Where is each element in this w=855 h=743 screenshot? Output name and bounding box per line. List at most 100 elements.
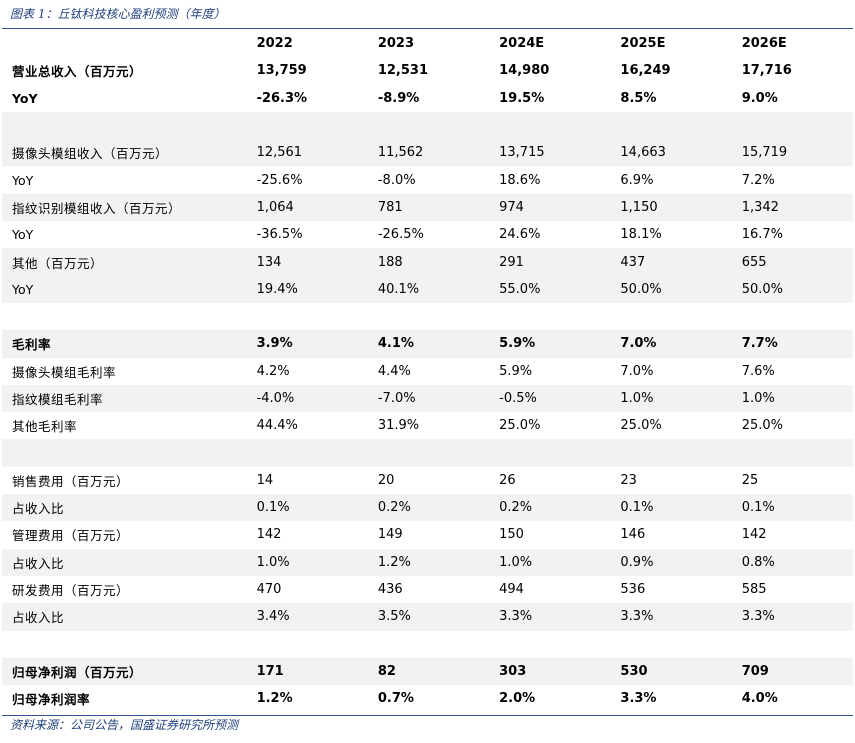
value-cell: 12,531 bbox=[377, 63, 429, 79]
table-body: 营业总收入（百万元） 13,759 12,531 14,980 16,249 17,716… bbox=[2, 57, 853, 712]
value-cell: 3.5% bbox=[367, 603, 490, 631]
value-cell: 7.0% bbox=[620, 363, 654, 379]
row-label bbox=[2, 303, 247, 330]
value-cell: 974 bbox=[489, 193, 611, 222]
value-cell: 1,064 bbox=[246, 193, 368, 222]
row-label: 营业总收入（百万元） bbox=[12, 64, 143, 80]
value-cell: 1.0% bbox=[610, 384, 732, 413]
value-cell: 530 bbox=[610, 657, 732, 686]
header-cell: 2024E bbox=[499, 36, 545, 52]
table-row: YoY 19.4% 40.1% 55.0% 50.0% 50.0% bbox=[2, 275, 853, 303]
value-cell: 4.2% bbox=[256, 363, 290, 379]
value-cell bbox=[368, 303, 489, 330]
value-cell: 781 bbox=[367, 193, 490, 222]
value-cell: 20 bbox=[377, 472, 395, 488]
value-cell: 3.9% bbox=[246, 330, 368, 358]
table-row: 指纹识别模组收入（百万元） 1,064 781 974 1,150 1,342 bbox=[2, 193, 853, 222]
value-cell bbox=[246, 111, 368, 140]
value-cell: 9.0% bbox=[741, 90, 778, 106]
table-row: YoY -25.6% -8.0% 18.6% 6.9% 7.2% bbox=[2, 166, 853, 193]
row-label bbox=[2, 631, 247, 658]
table-row: 指纹模组毛利率 -4.0% -7.0% -0.5% 1.0% 1.0% bbox=[2, 384, 853, 413]
row-label: 其他（百万元） bbox=[2, 248, 247, 276]
value-cell: 6.9% bbox=[620, 172, 654, 188]
header-cell: 2025E bbox=[620, 36, 666, 52]
value-cell: 0.7% bbox=[377, 691, 414, 707]
value-cell: -8.0% bbox=[377, 172, 416, 188]
row-label: 归母净利润率 bbox=[12, 692, 91, 708]
value-cell: 4.0% bbox=[741, 691, 778, 707]
table-row: 毛利率 3.9% 4.1% 5.9% 7.0% 7.7% bbox=[2, 330, 853, 358]
value-cell: 142 bbox=[256, 527, 282, 543]
row-label: 指纹模组毛利率 bbox=[2, 384, 247, 413]
value-cell bbox=[489, 111, 611, 140]
value-cell: 470 bbox=[256, 582, 282, 598]
value-cell bbox=[732, 303, 853, 330]
value-cell: 19.4% bbox=[246, 275, 368, 303]
value-cell bbox=[247, 631, 368, 658]
value-cell: 12,561 bbox=[246, 139, 368, 167]
table-row: YoY -26.3% -8.9% 19.5% 8.5% 9.0% bbox=[2, 85, 853, 112]
row-label: YoY bbox=[12, 90, 38, 106]
table-row: 摄像头模组收入（百万元） 12,561 11,562 13,715 14,663 15,7… bbox=[2, 139, 853, 167]
row-label bbox=[2, 111, 247, 140]
value-cell: -26.3% bbox=[256, 90, 308, 106]
bottom-rule bbox=[2, 715, 853, 716]
value-cell: 536 bbox=[620, 582, 646, 598]
value-cell: 18.6% bbox=[499, 172, 541, 188]
value-cell: -7.0% bbox=[367, 384, 490, 413]
header-row: 2022 2023 2024E 2025E 2026E bbox=[2, 30, 853, 57]
value-cell: 82 bbox=[367, 657, 490, 686]
value-cell: 13,759 bbox=[256, 63, 307, 79]
row-label: 销售费用（百万元） bbox=[12, 473, 130, 489]
value-cell: -26.5% bbox=[377, 227, 424, 243]
row-label: YoY bbox=[12, 172, 34, 188]
row-label: 占收入比 bbox=[2, 548, 247, 576]
value-cell: 5.9% bbox=[489, 330, 611, 358]
table-row: 研发费用（百万元） 470 436 494 536 585 bbox=[2, 576, 853, 603]
value-cell: 0.8% bbox=[731, 548, 853, 576]
row-label: YoY bbox=[2, 275, 247, 303]
table-row bbox=[2, 439, 853, 467]
row-label: 毛利率 bbox=[2, 330, 247, 358]
value-cell: 16,249 bbox=[620, 63, 671, 79]
value-cell: 50.0% bbox=[610, 275, 732, 303]
row-label: 归母净利润（百万元） bbox=[2, 657, 247, 686]
value-cell: -36.5% bbox=[256, 227, 303, 243]
value-cell bbox=[489, 631, 610, 658]
value-cell: 1.0% bbox=[246, 548, 368, 576]
value-cell: 19.5% bbox=[499, 90, 545, 106]
value-cell: 709 bbox=[731, 657, 853, 686]
value-cell: 149 bbox=[377, 527, 403, 543]
value-cell: -8.9% bbox=[377, 90, 420, 106]
table-row: 占收入比 3.4% 3.5% 3.3% 3.3% 3.3% bbox=[2, 603, 853, 631]
value-cell: 25.0% bbox=[741, 418, 783, 434]
table-row bbox=[2, 631, 853, 658]
value-cell: 13,715 bbox=[489, 139, 611, 167]
value-cell bbox=[610, 439, 732, 467]
table-row bbox=[2, 303, 853, 330]
value-cell: 0.1% bbox=[610, 494, 732, 522]
value-cell: 4.1% bbox=[367, 330, 490, 358]
value-cell bbox=[246, 439, 368, 467]
table-row: 归母净利润（百万元） 171 82 303 530 709 bbox=[2, 657, 853, 686]
value-cell: 188 bbox=[367, 248, 490, 276]
value-cell: 15,719 bbox=[731, 139, 853, 167]
table-row: 销售费用（百万元） 14 20 26 23 25 bbox=[2, 467, 853, 494]
value-cell: 14,663 bbox=[610, 139, 732, 167]
value-cell: 303 bbox=[489, 657, 611, 686]
value-cell: 494 bbox=[499, 582, 524, 598]
value-cell: 2.0% bbox=[499, 691, 536, 707]
forecast-table: 2022 2023 2024E 2025E 2026E 营业总收入（百万元） 13… bbox=[2, 30, 853, 712]
value-cell bbox=[610, 631, 731, 658]
value-cell: 3.3% bbox=[489, 603, 611, 631]
value-cell: 142 bbox=[741, 527, 767, 543]
value-cell: 1.2% bbox=[367, 548, 490, 576]
source-note: 资料来源：公司公告，国盛证券研究所预测 bbox=[10, 718, 239, 732]
value-cell: 1,342 bbox=[731, 193, 853, 222]
value-cell bbox=[367, 439, 490, 467]
value-cell: 655 bbox=[731, 248, 853, 276]
value-cell: 11,562 bbox=[367, 139, 490, 167]
value-cell bbox=[247, 303, 368, 330]
value-cell: 8.5% bbox=[620, 90, 657, 106]
